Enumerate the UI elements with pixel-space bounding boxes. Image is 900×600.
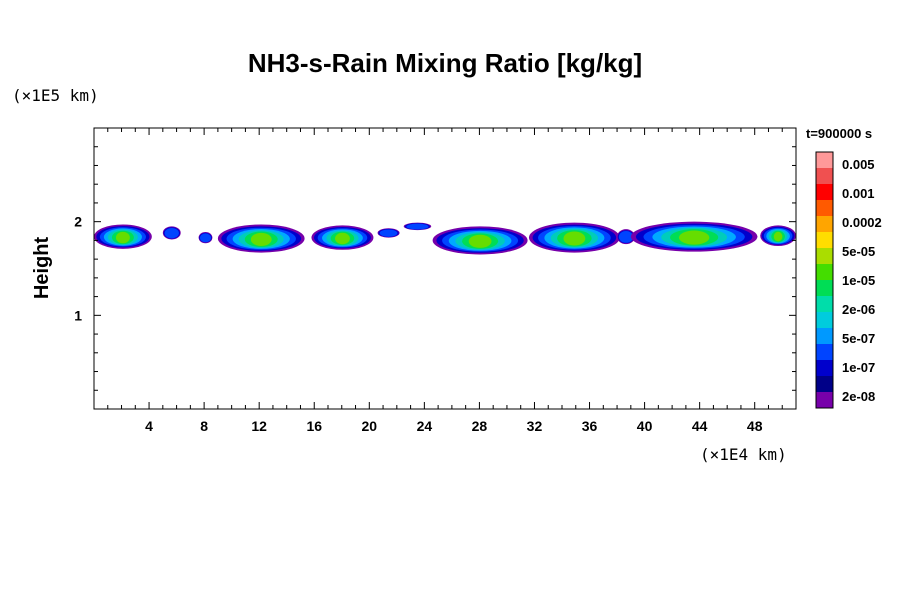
contour-cell	[432, 226, 528, 255]
colorbar-swatch	[816, 392, 833, 409]
contour-band	[563, 231, 586, 246]
x-tick-label: 32	[527, 418, 543, 434]
contour-field	[94, 221, 796, 255]
contour-band	[678, 230, 710, 245]
colorbar: 0.005 0.001 0.0002 5e-05 1e-05 2e-06 5e-07 1e-0…	[815, 151, 882, 409]
x-tick-label: 44	[692, 418, 708, 434]
colorbar-level-label: 2e-08	[842, 389, 875, 404]
y-tick-label: 2	[74, 214, 82, 230]
colorbar-swatch	[816, 344, 833, 361]
colorbar-swatch	[816, 296, 833, 313]
colorbar-swatch	[816, 216, 833, 233]
contour-cell	[617, 229, 635, 245]
colorbar-swatch	[816, 248, 833, 265]
y-axis-label: Height	[31, 237, 53, 300]
colorbar-swatch	[816, 328, 833, 345]
colorbar-swatch	[816, 232, 833, 249]
colorbar-level-label: 0.0002	[842, 215, 882, 230]
contour-cell	[528, 222, 620, 253]
y-unit-label: (×1E5 km)	[12, 86, 99, 105]
colorbar-swatch	[816, 168, 833, 185]
colorbar-swatch	[816, 152, 833, 169]
plot-frame	[93, 127, 797, 410]
x-tick-label: 16	[306, 418, 322, 434]
contour-cell	[760, 225, 796, 247]
colorbar-swatch	[816, 280, 833, 297]
x-tick-label: 48	[747, 418, 763, 434]
colorbar-level-label: 5e-05	[842, 244, 875, 259]
contour-band	[618, 230, 634, 243]
contour-band	[379, 229, 398, 237]
contour-band	[468, 234, 492, 248]
x-tick-label: 12	[251, 418, 267, 434]
colorbar-level-label: 2e-06	[842, 302, 875, 317]
x-tick-label: 40	[637, 418, 653, 434]
x-unit-label: (×1E4 km)	[700, 445, 787, 464]
contour-cell	[217, 224, 305, 253]
contour-band	[250, 232, 272, 247]
colorbar-swatch	[816, 376, 833, 393]
colorbar-swatch	[816, 200, 833, 217]
colorbar-level-label: 0.005	[842, 157, 875, 172]
contour-band	[164, 227, 179, 239]
contour-band	[335, 232, 350, 245]
x-tick-label: 28	[472, 418, 488, 434]
y-tick-label: 1	[74, 307, 82, 323]
contour-band	[115, 231, 130, 244]
x-tick-label: 24	[417, 418, 433, 434]
contour-cell	[377, 228, 400, 238]
colorbar-level-label: 0.001	[842, 186, 875, 201]
x-tick-label: 20	[362, 418, 378, 434]
x-tick-label: 36	[582, 418, 598, 434]
contour-band	[406, 223, 429, 230]
contour-cell	[311, 225, 374, 250]
colorbar-swatch	[816, 312, 833, 329]
chart-title: NH3-s-Rain Mixing Ratio [kg/kg]	[248, 48, 642, 78]
x-tick-label: 8	[200, 418, 208, 434]
contour-cell	[403, 222, 432, 231]
colorbar-swatch	[816, 360, 833, 377]
contour-band	[773, 231, 783, 242]
x-tick-label: 4	[145, 418, 153, 434]
contour-band	[199, 233, 211, 243]
colorbar-swatch	[816, 264, 833, 281]
time-label: t=900000 s	[806, 126, 872, 141]
colorbar-level-label: 1e-05	[842, 273, 875, 288]
contour-cell	[198, 231, 213, 244]
colorbar-swatch	[816, 184, 833, 201]
colorbar-level-label: 1e-07	[842, 360, 875, 375]
colorbar-frame	[815, 151, 834, 409]
contour-cell	[162, 226, 181, 240]
contour-cell	[630, 221, 758, 252]
contour-cell	[94, 224, 152, 249]
colorbar-level-label: 5e-07	[842, 331, 875, 346]
